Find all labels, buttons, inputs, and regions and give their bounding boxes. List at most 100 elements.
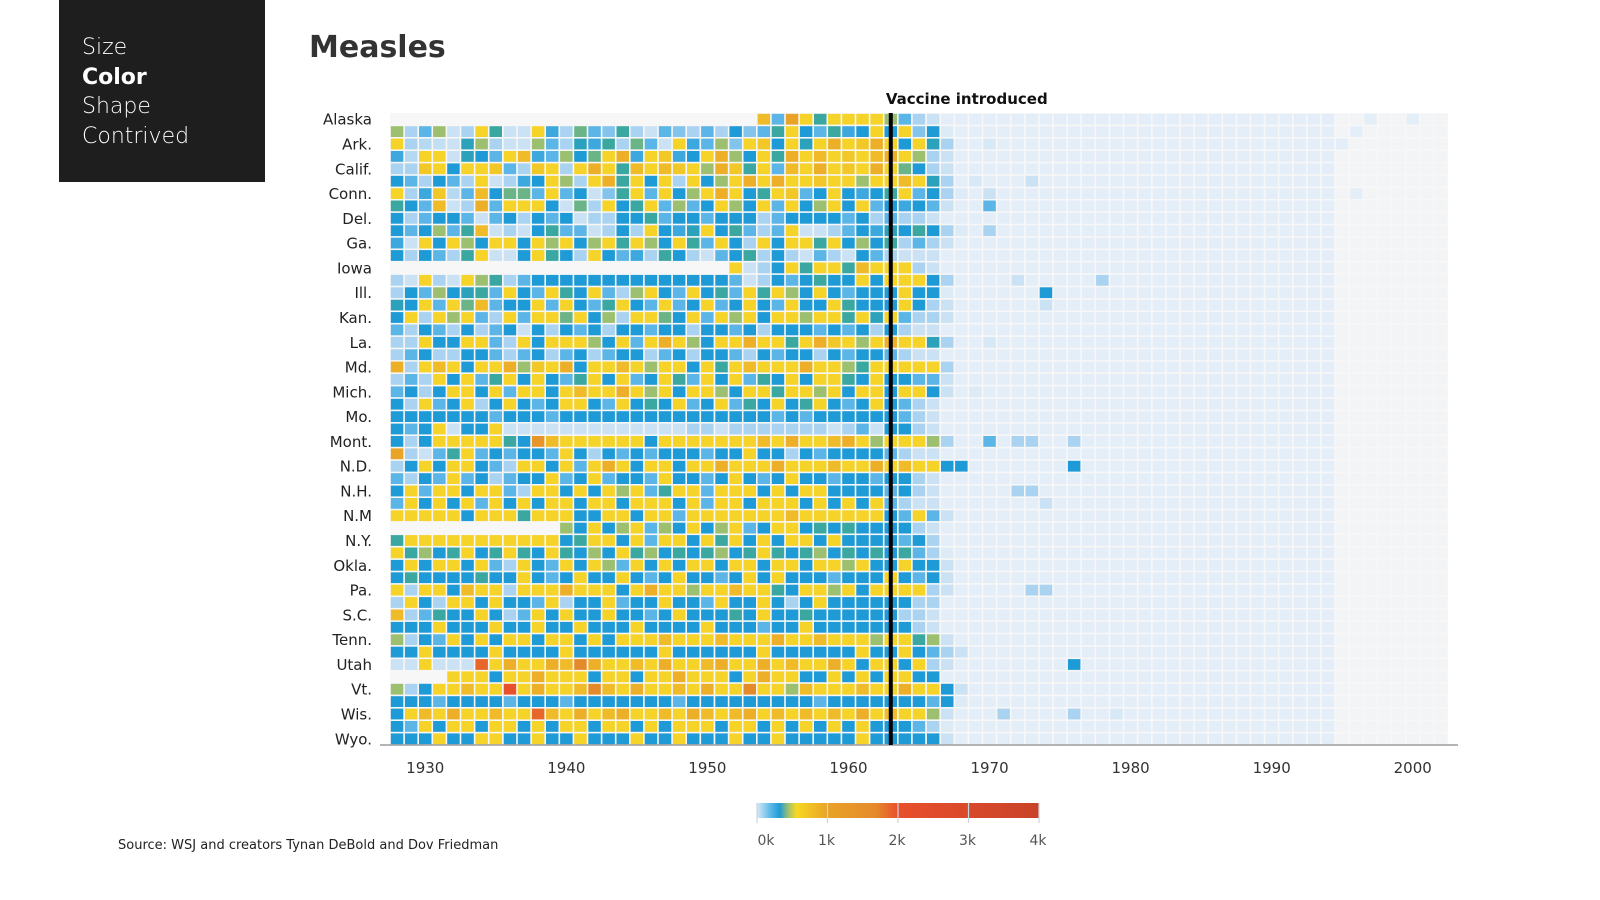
heatmap-cell <box>1096 584 1109 596</box>
heatmap-cell <box>1166 175 1180 187</box>
heatmap-cell <box>616 423 629 435</box>
heatmap-cell <box>419 584 432 596</box>
heatmap-cell <box>1335 522 1349 534</box>
heatmap-cell <box>602 646 615 658</box>
heatmap-cell <box>1335 212 1349 224</box>
heatmap-cell <box>1067 436 1081 447</box>
heatmap-cell <box>1307 212 1321 224</box>
heatmap-cell <box>602 225 615 237</box>
heatmap-cell <box>1082 498 1095 509</box>
menu-item-shape[interactable]: Shape <box>82 94 151 119</box>
heatmap-cell <box>870 212 883 224</box>
heatmap-cell <box>1420 696 1434 707</box>
heatmap-cell <box>969 646 982 658</box>
heatmap-cell <box>1138 572 1151 584</box>
heatmap-cell <box>983 597 996 608</box>
heatmap-cell <box>799 646 813 658</box>
heatmap-cell <box>390 225 404 237</box>
heatmap-cell <box>785 262 799 274</box>
heatmap-cell <box>630 485 644 497</box>
heatmap-cell <box>743 349 756 361</box>
heatmap-cell <box>517 659 531 670</box>
row-label: Md. <box>345 359 372 377</box>
heatmap-cell <box>1124 287 1137 299</box>
menu-item-color[interactable]: Color <box>82 64 147 90</box>
heatmap-cell <box>1251 361 1264 373</box>
heatmap-cell <box>404 535 418 546</box>
heatmap-cell <box>503 287 517 299</box>
heatmap-cell <box>1420 634 1434 646</box>
heatmap-cell <box>687 609 700 621</box>
heatmap-cell <box>602 299 615 311</box>
heatmap-cell <box>461 361 474 373</box>
heatmap-cell <box>503 671 517 683</box>
heatmap-cell <box>1420 522 1434 534</box>
heatmap-cell <box>1378 621 1391 633</box>
heatmap-cell <box>1350 250 1363 261</box>
heatmap-cell <box>1392 584 1405 596</box>
heatmap-cell <box>997 398 1010 410</box>
heatmap-cell <box>1321 646 1335 658</box>
heatmap-cell <box>969 448 982 460</box>
heatmap-cell <box>1110 126 1123 137</box>
heatmap-cell <box>997 225 1010 237</box>
heatmap-cell <box>743 200 756 212</box>
menu-item-size[interactable]: Size <box>82 35 128 60</box>
heatmap-cell <box>489 659 502 670</box>
heatmap-cell <box>997 386 1010 398</box>
heatmap-cell <box>1209 671 1222 683</box>
menu-item-contrived[interactable]: Contrived <box>82 123 190 149</box>
heatmap-cell <box>531 138 545 150</box>
heatmap-cell <box>1335 584 1349 596</box>
heatmap-cell <box>1420 572 1434 584</box>
heatmap-cell <box>729 324 742 336</box>
heatmap-cell <box>404 175 418 187</box>
heatmap-cell <box>1420 683 1434 695</box>
heatmap-cell <box>1279 634 1292 646</box>
heatmap-cell <box>997 572 1010 584</box>
heatmap-cell <box>574 386 587 398</box>
heatmap-cell <box>574 572 587 584</box>
heatmap-cell <box>1251 708 1264 720</box>
row-label: N.D. <box>340 458 372 476</box>
heatmap-cell <box>433 659 446 670</box>
heatmap-cell <box>1265 659 1278 670</box>
heatmap-cell <box>503 312 517 323</box>
heatmap-cell <box>503 448 517 460</box>
heatmap-cell <box>517 163 531 175</box>
heatmap-cell <box>1194 386 1208 398</box>
heatmap-cell <box>1350 200 1363 212</box>
heatmap-cell <box>1209 609 1222 621</box>
heatmap-cell <box>1420 671 1434 683</box>
heatmap-cell <box>1194 597 1208 608</box>
heatmap-cell <box>517 324 531 336</box>
heatmap-cell <box>1039 287 1053 299</box>
heatmap-cell <box>1364 349 1377 361</box>
heatmap-cell <box>1420 411 1434 422</box>
heatmap-cell <box>828 274 841 286</box>
heatmap-cell <box>912 498 926 509</box>
heatmap-cell <box>517 312 531 323</box>
heatmap-cell <box>715 708 728 720</box>
heatmap-cell <box>560 188 573 199</box>
heatmap-cell <box>419 559 432 571</box>
heatmap-cell <box>856 733 869 745</box>
heatmap-cell <box>1378 138 1391 150</box>
heatmap-cell <box>701 398 714 410</box>
heatmap-cell <box>1321 460 1335 472</box>
heatmap-cell <box>588 386 601 398</box>
heatmap-cell <box>687 498 700 509</box>
heatmap-cell <box>799 733 813 745</box>
heatmap-cell <box>926 460 940 472</box>
heatmap-cell <box>898 547 912 559</box>
heatmap-cell <box>1279 683 1292 695</box>
heatmap-cell <box>1350 175 1363 187</box>
heatmap-cell <box>390 646 404 658</box>
heatmap-cell <box>658 398 672 410</box>
heatmap-cell <box>757 374 771 385</box>
heatmap-cell <box>1364 423 1377 435</box>
heatmap-cell <box>1166 597 1180 608</box>
heatmap-cell <box>588 646 601 658</box>
heatmap-cell <box>926 274 940 286</box>
heatmap-cell <box>969 597 982 608</box>
